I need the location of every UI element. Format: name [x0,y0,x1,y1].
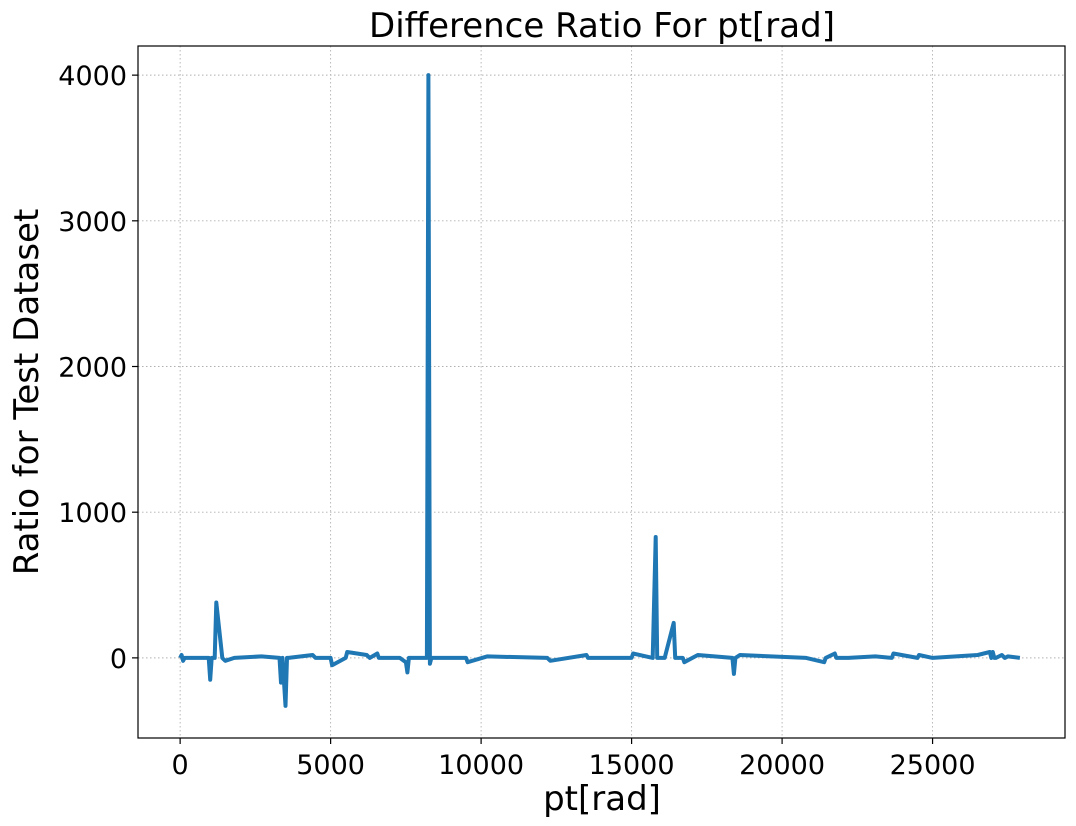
plot-frame [137,45,1066,739]
y-tick-label: 0 [110,644,127,675]
x-tick-label: 5000 [296,750,365,781]
axis-ticks: 0 5000 10000 15000 20000 25000 0 1000 2000 3000 40… [58,61,975,781]
chart-title: Difference Ratio For pt[rad] [369,6,835,46]
x-axis-label: pt[rad] [543,779,661,819]
data-series [178,73,1021,708]
y-axis-label: Ratio for Test Dataset [7,209,47,576]
series-line [178,73,1021,708]
x-tick-label: 0 [172,750,189,781]
x-tick-label: 10000 [438,750,524,781]
y-tick-label: 2000 [58,353,127,384]
x-tick-label: 25000 [890,750,976,781]
x-tick-label: 15000 [589,750,675,781]
y-tick-label: 1000 [58,498,127,529]
y-tick-label: 4000 [58,61,127,92]
y-tick-label: 3000 [58,207,127,238]
x-tick-label: 20000 [739,750,825,781]
